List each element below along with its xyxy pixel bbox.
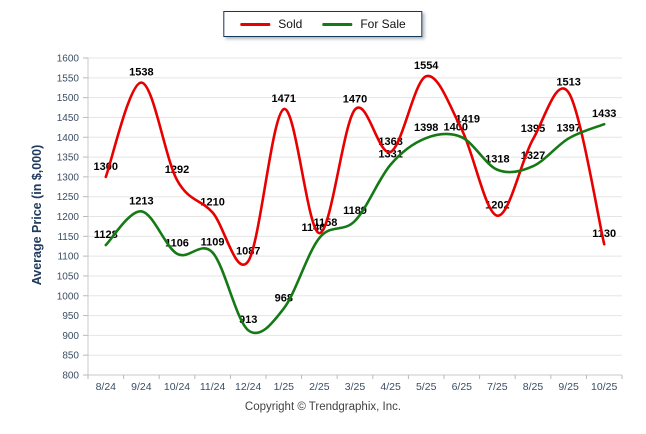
x-tick-label: 2/25 (309, 381, 330, 393)
sold-point-label: 1470 (343, 94, 367, 106)
for-sale-line (104, 122, 606, 335)
y-tick-label: 900 (62, 331, 79, 342)
y-tick-label: 1050 (57, 271, 80, 282)
sold-point-label: 1554 (414, 60, 439, 72)
sold-point-label: 1538 (129, 67, 153, 79)
for-sale-line-swatch-icon (322, 22, 353, 26)
x-tick-label: 9/25 (558, 381, 579, 393)
y-tick-label: 1600 (57, 54, 80, 65)
y-tick-label: 1100 (57, 252, 79, 263)
x-tick-label: 8/24 (96, 381, 117, 393)
legend-item-sold: Sold (240, 17, 302, 31)
y-tick-label: 1250 (57, 192, 80, 203)
y-tick-label: 1200 (57, 212, 80, 223)
for-sale-point-label: 1397 (556, 122, 580, 134)
y-tick-label: 1000 (57, 291, 80, 302)
y-tick-label: 800 (62, 371, 79, 382)
chart-legend: Sold For Sale (223, 11, 423, 37)
copyright-text: Copyright © Trendgraphix, Inc. (244, 401, 402, 413)
x-tick-label: 10/25 (591, 381, 617, 393)
y-tick-label: 950 (62, 311, 79, 322)
for-sale-point-label: 1109 (201, 237, 225, 249)
for-sale-point-label: 1433 (592, 108, 616, 120)
y-tick-label: 1450 (57, 113, 80, 124)
y-tick-label: 1550 (57, 73, 80, 84)
x-tick-label: 10/24 (164, 381, 190, 393)
y-tick-label: 850 (62, 351, 79, 362)
legend-label-sold: Sold (278, 17, 303, 31)
x-tick-label: 11/24 (200, 381, 226, 393)
for-sale-point-label: 1318 (485, 154, 509, 166)
sold-line (104, 74, 606, 266)
sold-point-label: 1210 (200, 197, 224, 209)
sold-point-label: 1513 (556, 76, 580, 88)
for-sale-point-label: 1398 (414, 122, 438, 134)
x-tick-label: 3/25 (345, 381, 366, 393)
y-tick-label: 1400 (57, 133, 80, 144)
sold-line-swatch-icon (240, 22, 271, 26)
x-tick-label: 7/25 (487, 381, 508, 393)
x-tick-label: 6/25 (452, 381, 473, 393)
x-tick-label: 1/25 (274, 381, 295, 393)
sold-point-label: 1292 (165, 164, 189, 176)
sold-point-label: 1471 (272, 93, 296, 105)
for-sale-point-label: 1146 (301, 222, 325, 234)
x-tick-label: 12/24 (235, 381, 261, 393)
sold-point-label: 1300 (94, 161, 118, 173)
sold-point-label: 1087 (236, 245, 260, 257)
x-tick-label: 8/25 (523, 381, 544, 393)
x-tick-label: 4/25 (380, 381, 401, 393)
y-tick-label: 1150 (57, 232, 79, 243)
legend-label-for-sale: For Sale (360, 17, 406, 31)
x-tick-label: 9/24 (131, 381, 152, 393)
y-tick-label: 1300 (57, 172, 80, 183)
for-sale-point-label: 1400 (444, 121, 468, 133)
sold-point-label: 1130 (592, 228, 616, 240)
sold-point-label: 1419 (456, 114, 480, 126)
y-tick-label: 1500 (57, 93, 80, 104)
x-tick-label: 5/25 (416, 381, 437, 393)
sold-point-label: 1395 (521, 123, 545, 135)
for-sale-point-label: 1213 (129, 195, 153, 207)
legend-item-for-sale: For Sale (322, 17, 406, 31)
y-tick-label: 1350 (57, 153, 80, 164)
